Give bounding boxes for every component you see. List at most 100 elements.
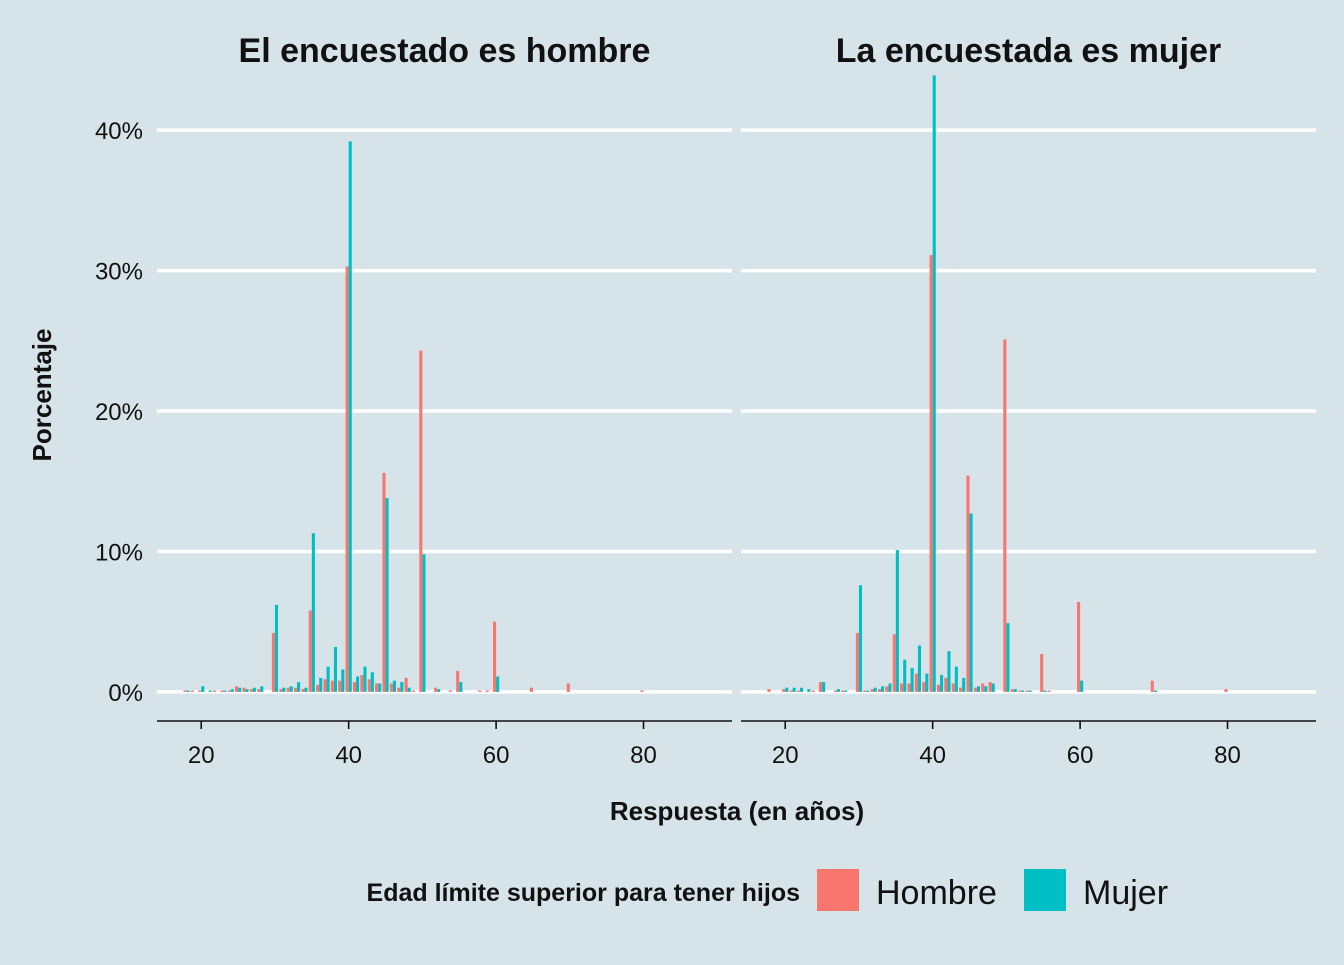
- bar-hombre-20: [782, 689, 786, 692]
- bar-mujer-34: [304, 687, 308, 692]
- bar-hombre-36: [900, 683, 904, 692]
- bar-hombre-24: [811, 690, 815, 692]
- bar-hombre-20: [198, 690, 202, 692]
- bar-mujer-36: [903, 659, 907, 692]
- bar-hombre-28: [841, 690, 845, 692]
- bar-hombre-26: [242, 687, 246, 692]
- bar-mujer-31: [866, 690, 870, 692]
- bar-mujer-52: [437, 689, 441, 692]
- bar-mujer-44: [962, 677, 966, 692]
- bar-hombre-23: [220, 690, 224, 692]
- y-axis-title: Porcentaje: [27, 329, 57, 462]
- bar-hombre-40: [345, 266, 349, 692]
- bar-hombre-27: [833, 690, 837, 692]
- bar-mujer-45: [385, 498, 389, 692]
- bar-hombre-36: [316, 684, 320, 692]
- bar-mujer-41: [940, 675, 944, 692]
- bar-hombre-48: [988, 682, 992, 692]
- bar-mujer-27: [836, 689, 840, 692]
- bar-hombre-47: [981, 683, 985, 692]
- bar-hombre-42: [944, 677, 948, 692]
- bar-hombre-44: [959, 687, 963, 692]
- bar-mujer-53: [1028, 690, 1032, 692]
- bar-mujer-34: [888, 683, 892, 692]
- bar-hombre-18: [767, 689, 771, 692]
- y-tick-label: 40%: [95, 118, 143, 145]
- bar-hombre-39: [338, 680, 342, 692]
- bar-mujer-38: [917, 645, 922, 692]
- bar-mujer-33: [881, 686, 885, 692]
- bar-hombre-33: [877, 689, 882, 692]
- y-tick-label: 30%: [95, 259, 143, 286]
- legend-label-hombre: Hombre: [876, 874, 997, 912]
- panel-2: La encuestada es mujer 20 40 60 80: [741, 32, 1316, 769]
- bar-hombre-39: [922, 682, 926, 692]
- bar-mujer-32: [289, 686, 293, 692]
- bar-hombre-50: [419, 350, 423, 692]
- bar-hombre-25: [818, 682, 823, 692]
- bar-mujer-31: [282, 687, 286, 692]
- bar-hombre-41: [936, 684, 941, 692]
- bar-mujer-48: [407, 687, 411, 692]
- bar-mujer-23: [807, 689, 811, 692]
- bar-hombre-31: [279, 689, 283, 692]
- bar-hombre-21: [789, 690, 793, 692]
- legend-swatch-mujer: [1024, 869, 1066, 911]
- bar-mujer-39: [341, 669, 345, 692]
- bar-mujer-22: [799, 687, 804, 692]
- bar-hombre-30: [271, 632, 275, 692]
- bar-mujer-33: [297, 682, 301, 692]
- x-tick-label: 80: [630, 742, 657, 769]
- bar-hombre-80: [1224, 689, 1228, 692]
- bar-hombre-38: [330, 680, 334, 692]
- bar-mujer-47: [400, 682, 404, 692]
- bar-hombre-50: [1003, 339, 1007, 692]
- bar-mujer-48: [991, 683, 995, 692]
- bar-hombre-24: [227, 690, 231, 692]
- bar-mujer-27: [252, 687, 256, 692]
- bar-hombre-80: [640, 690, 644, 692]
- bar-mujer-46: [976, 686, 980, 692]
- x-axis-title: Respuesta (en años): [610, 796, 864, 826]
- bar-hombre-42: [360, 675, 364, 692]
- panel-1: El encuestado es hombre 20 40 60 80 0% 10% 20% 3…: [95, 32, 732, 769]
- bar-hombre-45: [966, 475, 970, 692]
- legend-title: Edad límite superior para tener hijos: [367, 879, 800, 907]
- bar-hombre-35: [308, 610, 312, 692]
- bar-hombre-34: [301, 689, 305, 692]
- bar-mujer-30: [858, 585, 863, 692]
- bar-mujer-37: [910, 668, 914, 692]
- x-tick-label: 80: [1214, 742, 1241, 769]
- bar-hombre-48: [404, 677, 408, 692]
- bar-mujer-39: [925, 673, 929, 692]
- bar-hombre-60: [1077, 602, 1081, 692]
- bar-hombre-19: [190, 690, 194, 692]
- bar-hombre-37: [907, 683, 911, 692]
- bar-mujer-37: [326, 666, 330, 692]
- bar-mujer-20: [201, 686, 205, 692]
- bar-mujer-41: [356, 676, 360, 692]
- facet-title: La encuestada es mujer: [836, 32, 1222, 70]
- bar-hombre-49: [411, 690, 416, 692]
- bar-hombre-60: [493, 621, 497, 692]
- legend-swatch-hombre: [817, 869, 859, 911]
- facet-title: El encuestado es hombre: [239, 32, 651, 70]
- bar-hombre-32: [286, 687, 290, 692]
- bar-hombre-58: [478, 690, 482, 692]
- bar-hombre-22: [212, 690, 216, 692]
- bar-mujer-35: [311, 533, 315, 692]
- bar-hombre-53: [1025, 690, 1029, 692]
- bar-hombre-45: [382, 472, 386, 692]
- bar-mujer-25: [822, 682, 826, 692]
- bar-mujer-42: [947, 651, 951, 692]
- bar-hombre-41: [352, 682, 357, 692]
- bar-hombre-55: [456, 670, 460, 692]
- x-tick-label: 60: [1067, 742, 1094, 769]
- bar-hombre-43: [367, 679, 371, 692]
- bar-mujer-47: [984, 686, 988, 692]
- bar-mujer-40: [932, 75, 936, 692]
- x-tick-label: 20: [772, 742, 799, 769]
- bar-hombre-54: [448, 690, 452, 692]
- bar-hombre-37: [323, 679, 327, 692]
